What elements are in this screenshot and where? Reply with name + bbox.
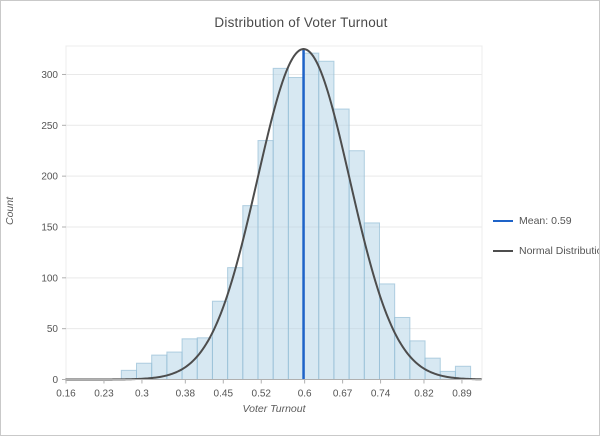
x-tick-label: 0.67 [333, 389, 353, 400]
x-tick-label: 0.6 [298, 389, 312, 400]
histogram-bar [333, 108, 350, 380]
histogram-bar [303, 52, 320, 381]
y-tick-label: 250 [41, 121, 58, 132]
normal-curve-swatch-icon [493, 250, 513, 252]
x-tick-label: 0.52 [252, 389, 272, 400]
x-axis-title: Voter Turnout [242, 403, 306, 415]
x-tick-label: 0.38 [176, 389, 196, 400]
histogram-bar [287, 77, 305, 381]
legend-label-mean: Mean: 0.59 [519, 215, 572, 227]
y-tick-label: 50 [47, 324, 59, 335]
plot-box [65, 45, 483, 380]
y-tick-label: 300 [41, 70, 58, 81]
x-tick-label: 0.82 [414, 389, 434, 400]
legend-entry-normal: Normal Distribution [493, 245, 600, 257]
histogram-bar [394, 316, 411, 381]
x-tick-label: 0.45 [214, 389, 234, 400]
y-axis-title: Count [4, 196, 16, 226]
x-tick-label: 0.3 [135, 389, 149, 400]
legend: Mean: 0.59 Normal Distribution [493, 215, 600, 275]
mean-line-swatch-icon [493, 220, 513, 222]
histogram-bar [272, 67, 289, 381]
x-tick-label: 0.16 [56, 389, 76, 400]
histogram-bar [136, 362, 153, 381]
x-tick-label: 0.23 [94, 389, 114, 400]
legend-entry-mean: Mean: 0.59 [493, 215, 597, 227]
x-tick-label: 0.89 [452, 389, 472, 400]
y-tick-label: 100 [41, 273, 58, 284]
histogram-bar [318, 60, 335, 380]
histogram-bar [424, 357, 441, 380]
chart-title: Distribution of Voter Turnout [214, 15, 388, 30]
x-tick-label: 0.74 [371, 389, 391, 400]
y-tick-label: 150 [41, 222, 58, 233]
y-tick-label: 200 [41, 172, 58, 183]
y-tick-label: 0 [52, 375, 58, 386]
histogram-bar [257, 140, 274, 380]
legend-label-normal: Normal Distribution [519, 245, 600, 257]
histogram-bar [196, 337, 213, 380]
